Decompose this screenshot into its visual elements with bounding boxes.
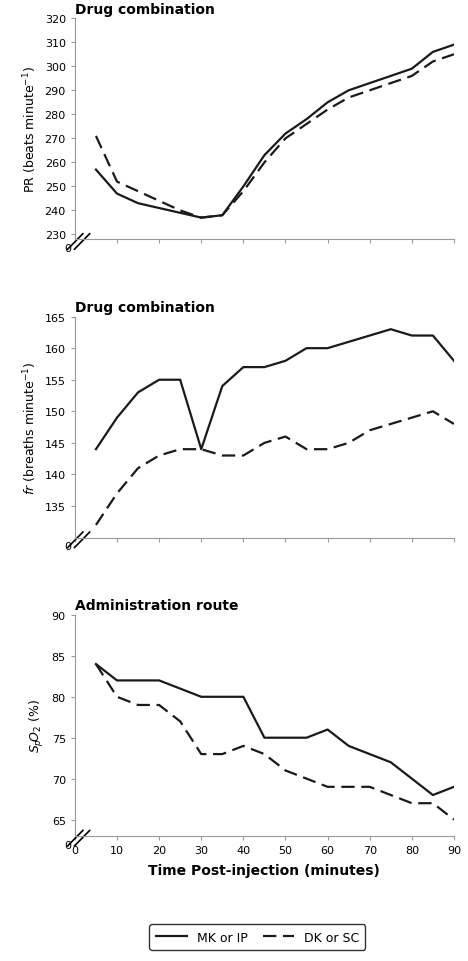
Text: 0: 0 (64, 244, 71, 254)
Y-axis label: PR (beats minute$^{-1}$): PR (beats minute$^{-1}$) (22, 66, 39, 193)
X-axis label: Time Post-injection (minutes): Time Post-injection (minutes) (148, 863, 380, 877)
Text: Administration route: Administration route (75, 599, 238, 613)
Text: 0: 0 (64, 840, 71, 850)
Text: Drug combination: Drug combination (75, 3, 215, 16)
Text: 0: 0 (64, 542, 71, 552)
Legend: MK or IP, DK or SC: MK or IP, DK or SC (149, 924, 366, 950)
Y-axis label: $\mathit{fr}$ (breaths minute$^{-1}$): $\mathit{fr}$ (breaths minute$^{-1}$) (22, 361, 39, 494)
Text: Drug combination: Drug combination (75, 301, 215, 314)
Y-axis label: $S_p\!O_2$ (%): $S_p\!O_2$ (%) (28, 699, 46, 752)
